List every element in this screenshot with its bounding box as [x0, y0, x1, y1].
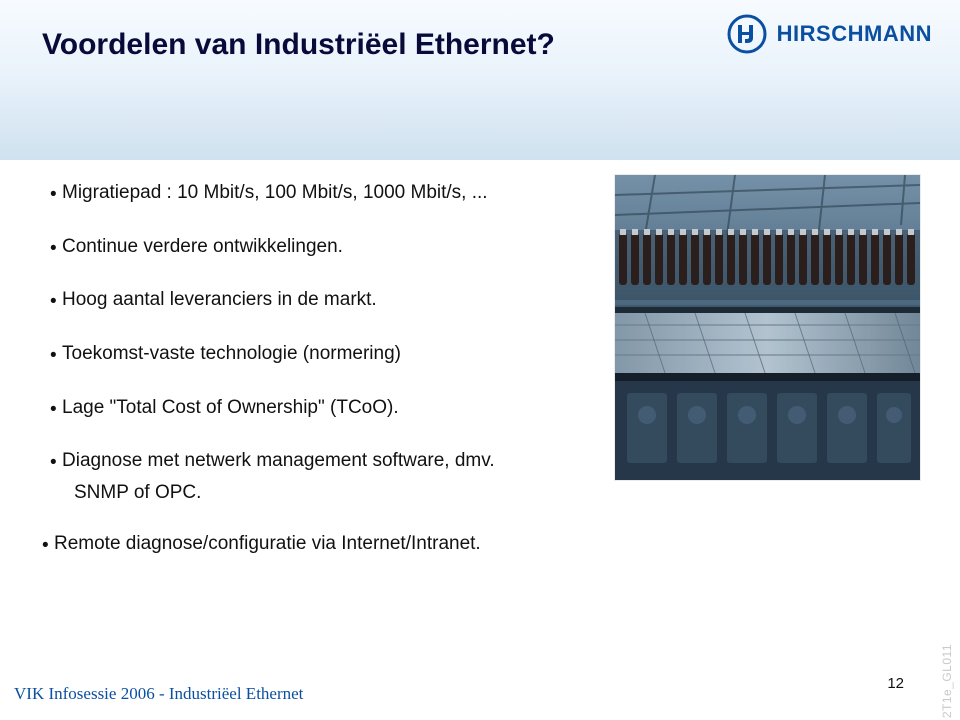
bullet-dot-icon: • — [42, 531, 54, 559]
bullet-dot-icon: • — [50, 180, 62, 208]
list-item: • Continue verdere ontwikkelingen. — [50, 234, 570, 262]
content-image — [615, 175, 920, 480]
bullet-dot-icon: • — [50, 341, 62, 369]
bullet-subtext: SNMP of OPC. — [74, 480, 570, 506]
list-item: • Diagnose met netwerk management softwa… — [50, 448, 570, 476]
bullet-dot-icon: • — [50, 234, 62, 262]
bullet-dot-icon: • — [50, 287, 62, 315]
bullet-text: Diagnose met netwerk management software… — [62, 448, 570, 476]
list-item: • Toekomst-vaste technologie (normering) — [50, 341, 570, 369]
page-title: Voordelen van Industriëel Ethernet? — [42, 28, 555, 62]
bullet-dot-icon — [62, 480, 74, 506]
bullet-list: • Migratiepad : 10 Mbit/s, 100 Mbit/s, 1… — [50, 180, 570, 585]
content-area: • Migratiepad : 10 Mbit/s, 100 Mbit/s, 1… — [0, 160, 960, 720]
list-item: • Remote diagnose/configuratie via Inter… — [42, 531, 570, 559]
bullet-text: Hoog aantal leveranciers in de markt. — [62, 287, 570, 315]
page-number: 12 — [887, 675, 904, 692]
side-code: 2T1e_GL011 — [940, 644, 954, 718]
bullet-text: Toekomst-vaste technologie (normering) — [62, 341, 570, 369]
list-item: • Hoog aantal leveranciers in de markt. — [50, 287, 570, 315]
bullet-text: Remote diagnose/configuratie via Interne… — [54, 531, 570, 559]
bullet-text: Migratiepad : 10 Mbit/s, 100 Mbit/s, 100… — [62, 180, 570, 208]
list-item: • Migratiepad : 10 Mbit/s, 100 Mbit/s, 1… — [50, 180, 570, 208]
bullet-dot-icon: • — [50, 395, 62, 423]
hirschmann-logo-icon — [727, 14, 767, 54]
bullet-dot-icon: • — [50, 448, 62, 476]
footer-text: VIK Infosessie 2006 - Industriëel Ethern… — [14, 684, 303, 704]
list-item-sub: SNMP of OPC. — [62, 480, 570, 506]
bullet-text: Continue verdere ontwikkelingen. — [62, 234, 570, 262]
header-band: Voordelen van Industriëel Ethernet? HIRS… — [0, 0, 960, 160]
brand-logo: HIRSCHMANN — [727, 14, 932, 54]
list-item: • Lage "Total Cost of Ownership" (TCoO). — [50, 395, 570, 423]
bullet-text: Lage "Total Cost of Ownership" (TCoO). — [62, 395, 570, 423]
brand-logo-text: HIRSCHMANN — [777, 21, 932, 47]
